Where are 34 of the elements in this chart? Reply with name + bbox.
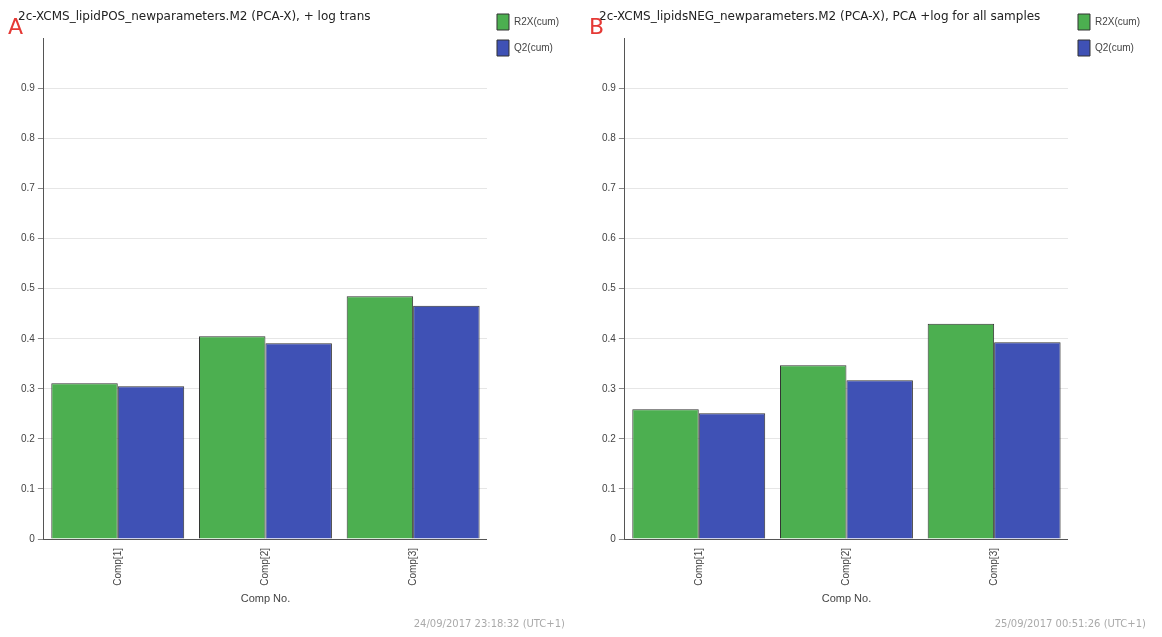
x-axis-title: Comp No. <box>821 592 872 605</box>
y-tick-label: 0.3 <box>602 382 617 394</box>
y-tick-label: 0.9 <box>602 82 617 94</box>
y-tick-label: 0.8 <box>21 132 36 144</box>
y-tick-label: 0.1 <box>602 482 617 494</box>
x-tick-label: Comp[1] <box>692 547 704 586</box>
y-tick-label: 0.6 <box>602 232 617 244</box>
y-tick-label: 0.1 <box>21 482 36 494</box>
y-tick-label: 0.2 <box>602 432 617 444</box>
y-tick-label: 0.5 <box>602 282 617 294</box>
x-tick-label: Comp[2] <box>259 547 271 586</box>
legend-label: Q2(cum) <box>1095 41 1134 53</box>
y-tick-label: 0.9 <box>21 82 36 94</box>
text: 25/09/2017 00:51:26 (UTC+1) <box>994 618 1146 629</box>
y-tick-label: 0.4 <box>602 332 617 344</box>
legend-label: R2X(cum) <box>514 15 560 27</box>
legend-label: R2X(cum) <box>1095 15 1141 27</box>
y-tick-label: 0.4 <box>21 332 36 344</box>
text: 24/09/2017 23:18:32 (UTC+1) <box>413 618 565 629</box>
x-axis-title: Comp No. <box>240 592 291 605</box>
y-tick-label: 0.2 <box>21 432 36 444</box>
x-tick-label: Comp[2] <box>840 547 852 586</box>
y-tick-label: 0.6 <box>21 232 36 244</box>
y-tick-label: 0 <box>29 532 36 544</box>
x-tick-label: Comp[3] <box>987 547 999 586</box>
y-tick-label: 0.3 <box>21 382 36 394</box>
x-tick-label: Comp[3] <box>406 547 418 586</box>
x-tick-label: Comp[1] <box>111 547 123 586</box>
y-tick-label: 0.7 <box>21 182 36 194</box>
y-tick-label: 0.8 <box>602 132 617 144</box>
y-tick-label: 0 <box>610 532 617 544</box>
y-tick-label: 0.7 <box>602 182 617 194</box>
legend-label: Q2(cum) <box>514 41 553 53</box>
y-tick-label: 0.5 <box>21 282 36 294</box>
